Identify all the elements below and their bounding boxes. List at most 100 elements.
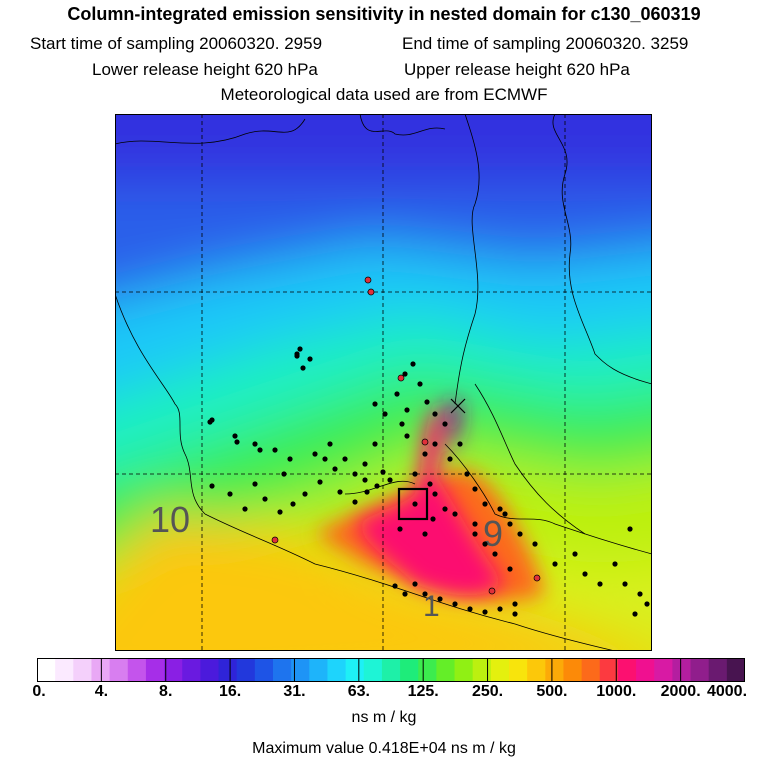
source-dot	[422, 531, 428, 537]
timezone-label-9: 9	[483, 513, 503, 554]
colorbar-cell	[599, 658, 619, 682]
source-dot	[424, 399, 430, 405]
source-dot	[412, 501, 418, 507]
colorbar-tick-label: 125.	[407, 683, 439, 700]
colorbar-cell	[472, 658, 492, 682]
source-dot	[457, 441, 463, 447]
source-dot	[572, 551, 578, 557]
source-dot	[467, 606, 473, 612]
source-dot	[307, 356, 313, 362]
colorbar-cell	[127, 658, 147, 682]
receptor-cross-icon	[450, 398, 466, 414]
source-dot	[294, 353, 300, 359]
source-dot	[532, 541, 538, 547]
source-dot	[472, 521, 478, 527]
colorbar-cell	[400, 658, 419, 682]
source-dot	[417, 381, 423, 387]
source-dot	[612, 561, 618, 567]
source-dot	[517, 531, 523, 537]
source-dot	[512, 611, 518, 617]
source-dot	[364, 489, 370, 495]
source-dot-red	[367, 288, 375, 296]
source-dot	[432, 411, 438, 417]
source-dot	[597, 581, 603, 587]
timezone-label-10: 10	[150, 499, 190, 540]
colorbar-cell	[381, 658, 401, 682]
source-dot	[277, 509, 283, 515]
source-dot	[627, 526, 633, 532]
colorbar-tick-label: 2000.	[660, 683, 701, 700]
source-dot	[492, 551, 498, 557]
colorbar-cell	[672, 658, 692, 682]
source-dot	[242, 506, 248, 512]
source-dot	[257, 447, 263, 453]
source-dot	[452, 601, 458, 607]
timezone-label-1: 1	[423, 590, 440, 623]
colorbar-units: ns m / kg	[351, 709, 417, 726]
colorbar-cell	[563, 658, 583, 682]
source-dot	[422, 451, 428, 457]
source-dot	[512, 601, 518, 607]
source-dot	[507, 521, 513, 527]
source-dot	[622, 581, 628, 587]
source-dot	[297, 346, 303, 352]
source-dot	[412, 471, 418, 477]
colorbar-cell	[273, 658, 292, 682]
source-dot	[332, 466, 338, 472]
source-dot	[374, 483, 380, 489]
source-dot	[399, 421, 405, 427]
source-dot-red	[533, 574, 541, 582]
end-time-label: End time of sampling 20060320. 3259	[402, 34, 689, 53]
colorbar-cell	[708, 658, 728, 682]
colorbar-tick-label: 0.	[32, 683, 46, 700]
source-dot	[582, 571, 588, 577]
source-dot	[232, 433, 238, 439]
colorbar-cell	[581, 658, 601, 682]
source-dot	[482, 501, 488, 507]
colorbar-cell	[291, 658, 310, 682]
source-dot	[412, 581, 418, 587]
source-dot	[387, 477, 393, 483]
source-dot	[327, 441, 333, 447]
colorbar-cell	[636, 658, 655, 682]
source-dot	[410, 361, 416, 367]
source-dot	[252, 441, 258, 447]
colorbar-cell	[309, 658, 329, 682]
colorbar-tick-label: 1000.	[596, 683, 637, 700]
source-dot	[472, 531, 478, 537]
source-dot	[322, 456, 328, 462]
colorbar-tick-label: 8.	[159, 683, 173, 700]
colorbar-cell	[436, 658, 456, 682]
source-dot	[281, 471, 287, 477]
point-sources	[207, 276, 650, 617]
source-dot	[442, 506, 448, 512]
source-dot	[380, 469, 386, 475]
colorbar-tick-label: 250.	[471, 683, 504, 700]
source-dot-red	[364, 276, 372, 284]
colorbar-tick-label: 16.	[218, 683, 242, 700]
timezone-labels: 10 9 1	[150, 499, 503, 623]
source-dot	[372, 401, 378, 407]
colorbar-cell	[91, 658, 111, 682]
source-dot	[502, 511, 508, 517]
source-dot-red	[488, 587, 496, 595]
maximum-value-label: Maximum value 0.418E+04 ns m / kg	[252, 740, 516, 757]
colorbar-cell	[164, 658, 183, 682]
source-dot	[404, 433, 410, 439]
colorbar-cell	[236, 658, 256, 682]
source-dot	[427, 481, 433, 487]
source-dot	[372, 441, 378, 447]
colorbar-tick-label: 500.	[536, 683, 568, 700]
source-dot	[227, 491, 233, 497]
colorbar-cell	[109, 658, 129, 682]
colorbar-cell	[345, 658, 365, 682]
lower-release-height-label: Lower release height 620 hPa	[92, 60, 318, 79]
colorbar-cell	[454, 658, 474, 682]
source-dot	[637, 591, 643, 597]
source-dot	[402, 371, 408, 377]
colorbar-tick-label: 4.	[94, 683, 109, 700]
source-dot	[312, 451, 318, 457]
sensitivity-field	[115, 114, 652, 651]
source-dot	[452, 511, 458, 517]
source-dot	[382, 411, 388, 417]
